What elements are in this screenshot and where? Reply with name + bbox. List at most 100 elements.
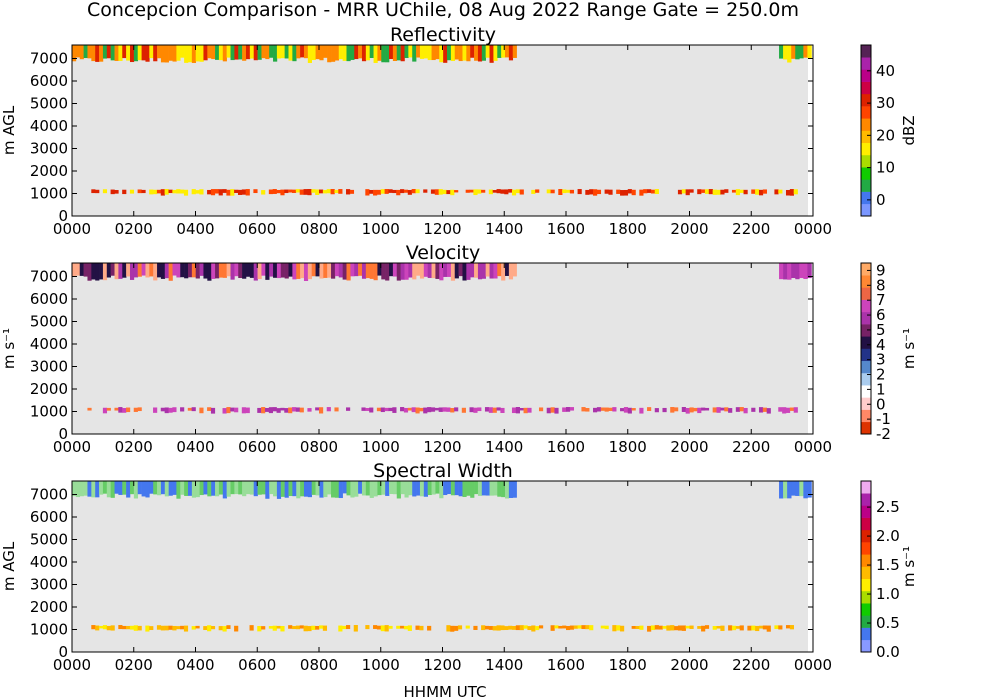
heatmap-cell: [404, 45, 409, 59]
y-axis-label: m AGL: [0, 105, 18, 155]
heatmap-cell: [334, 407, 339, 412]
heatmap-cell: [149, 481, 154, 494]
heatmap-cell: [778, 625, 783, 630]
heatmap-cell: [488, 626, 493, 630]
heatmap-cell: [122, 189, 127, 195]
heatmap-cell: [265, 45, 270, 60]
heatmap-cell: [791, 263, 796, 279]
heatmap-cell: [334, 263, 340, 277]
heatmap-cell: [349, 189, 355, 194]
heatmap-cell: [222, 45, 227, 62]
y-tick-label: 6000: [30, 290, 68, 308]
heatmap-cell: [87, 407, 92, 411]
heatmap-cell: [296, 481, 301, 499]
heatmap-cell: [315, 625, 320, 630]
y-tick-label: 3000: [30, 358, 68, 376]
heatmap-cell: [712, 625, 717, 630]
colorbar-frame: [860, 480, 872, 653]
colorbar-tick-label: 0.5: [876, 614, 900, 632]
heatmap-cell: [573, 625, 578, 629]
colorbar-tick-label: 0.0: [876, 643, 900, 661]
heatmap-cell: [447, 45, 452, 61]
x-tick-label: 0200: [115, 220, 153, 238]
heatmap-cell: [504, 189, 509, 195]
heatmap-cell: [296, 263, 301, 279]
heatmap-cell: [346, 481, 351, 496]
heatmap-cell: [218, 45, 224, 61]
heatmap-cell: [102, 481, 108, 494]
heatmap-cell: [126, 263, 131, 277]
heatmap-cell: [807, 45, 812, 59]
heatmap-cell: [689, 625, 694, 629]
heatmap-cell: [488, 407, 493, 413]
plot-background: [72, 481, 808, 652]
heatmap-cell: [779, 263, 784, 280]
colorbar-tick-label: 1.5: [876, 556, 900, 574]
heatmap-cell: [735, 189, 740, 196]
heatmap-cell: [291, 626, 297, 630]
heatmap-cell: [168, 45, 173, 61]
heatmap-cell: [354, 481, 359, 497]
heatmap-cell: [550, 407, 555, 413]
heatmap-cell: [300, 263, 305, 279]
heatmap-cell: [404, 481, 409, 498]
heatmap-cell: [284, 263, 289, 279]
colorbar-segment: [861, 421, 871, 435]
heatmap-cell: [280, 189, 285, 196]
heatmap-cell: [438, 407, 443, 412]
heatmap-cell: [172, 481, 177, 495]
heatmap-cell: [469, 189, 474, 193]
heatmap-cell: [778, 407, 783, 412]
heatmap-cell: [330, 189, 335, 195]
heatmap-cell: [803, 45, 808, 58]
heatmap-cell: [674, 407, 679, 412]
heatmap-cell: [589, 189, 594, 195]
heatmap-cell: [616, 189, 621, 194]
heatmap-cell: [141, 263, 146, 276]
heatmap-cell: [176, 263, 181, 278]
heatmap-cell: [701, 625, 706, 632]
heatmap-cell: [743, 407, 748, 414]
x-tick-label: 0400: [176, 656, 214, 674]
heatmap-cell: [365, 189, 370, 196]
heatmap-cell: [388, 407, 393, 412]
heatmap-cell: [787, 45, 792, 63]
heatmap-cell: [183, 625, 189, 632]
heatmap-cell: [415, 407, 420, 414]
heatmap-cell: [492, 190, 497, 193]
heatmap-cell: [762, 407, 767, 412]
heatmap-cell: [338, 625, 343, 632]
heatmap-cell: [569, 189, 575, 194]
heatmap-cell: [423, 407, 428, 414]
heatmap-cell: [716, 407, 721, 413]
heatmap-cell: [500, 189, 505, 194]
heatmap-cell: [454, 263, 459, 279]
heatmap-cell: [214, 189, 219, 194]
colorbar-segment: [861, 360, 871, 374]
heatmap-cell: [176, 45, 181, 61]
y-tick-label: 5000: [30, 313, 68, 331]
y-tick-label: 6000: [30, 72, 68, 90]
x-tick-label: 0000: [794, 656, 832, 674]
heatmap-cell: [438, 189, 443, 195]
heatmap-cell: [380, 407, 385, 413]
heatmap-cell: [783, 481, 788, 499]
heatmap-cell: [137, 481, 142, 495]
heatmap-cell: [505, 45, 510, 58]
heatmap-cell: [785, 407, 791, 413]
heatmap-cell: [670, 625, 675, 631]
heatmap-cell: [315, 189, 320, 195]
heatmap-cell: [712, 189, 717, 195]
heatmap-cell: [497, 263, 502, 277]
heatmap-cell: [470, 45, 475, 58]
colorbar-segment: [861, 590, 871, 604]
heatmap-cell: [554, 625, 559, 629]
heatmap-cell: [411, 407, 416, 413]
colorbar-segment: [861, 348, 871, 362]
heatmap-cell: [596, 407, 602, 412]
heatmap-cell: [450, 189, 455, 196]
colorbar-frame: [860, 44, 872, 217]
heatmap-cell: [701, 407, 706, 411]
heatmap-cell: [511, 407, 517, 414]
heatmap-cell: [72, 263, 77, 277]
